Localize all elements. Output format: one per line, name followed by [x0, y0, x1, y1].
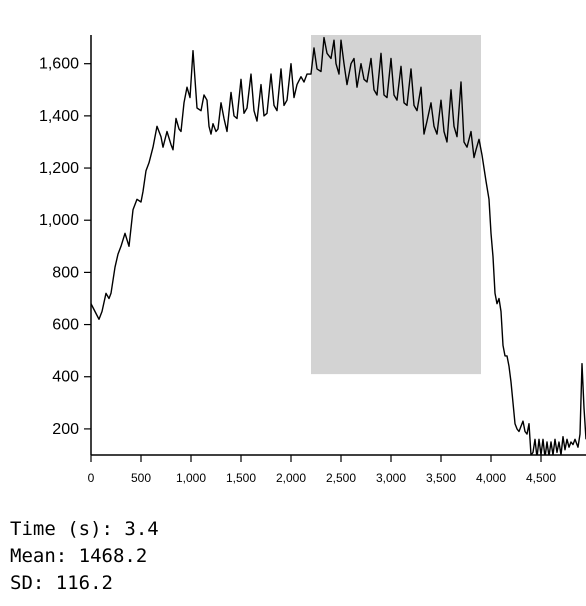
- y-tick-label: 1,400: [39, 108, 79, 125]
- y-tick-label: 800: [52, 264, 79, 281]
- x-tick-label: 4,000: [476, 471, 506, 485]
- x-tick-label: 2,500: [326, 471, 356, 485]
- x-tick-label: 3,000: [376, 471, 406, 485]
- x-tick-label: 3,500: [426, 471, 456, 485]
- stats-panel: Time (s): 3.4 Mean: 1468.2 SD: 116.2: [10, 516, 159, 597]
- time-readout: Time (s): 3.4: [10, 518, 159, 540]
- x-tick-label: 4,500: [526, 471, 556, 485]
- x-tick-label: 2,000: [276, 471, 306, 485]
- y-tick-label: 600: [52, 317, 79, 334]
- series-line: [91, 36, 586, 455]
- line-chart: 200 400 600 800 1,000 1,200 1,400 1,600 0 500 1,00…: [39, 35, 586, 485]
- y-tick-label: 1,000: [39, 212, 79, 229]
- sd-readout: SD: 116.2: [10, 572, 113, 594]
- x-tick-label: 1,000: [176, 471, 206, 485]
- x-tick-label: 500: [131, 471, 151, 485]
- x-tick-label: 0: [88, 471, 95, 485]
- highlight-region: [311, 35, 481, 375]
- chart-svg: 200 400 600 800 1,000 1,200 1,400 1,600 0 500 1,00…: [39, 35, 586, 485]
- x-tick-label: 1,500: [226, 471, 256, 485]
- y-tick-label: 200: [52, 421, 79, 438]
- mean-readout: Mean: 1468.2: [10, 545, 148, 567]
- y-tick-label: 400: [52, 369, 79, 386]
- y-tick-label: 1,600: [39, 56, 79, 73]
- y-tick-label: 1,200: [39, 160, 79, 177]
